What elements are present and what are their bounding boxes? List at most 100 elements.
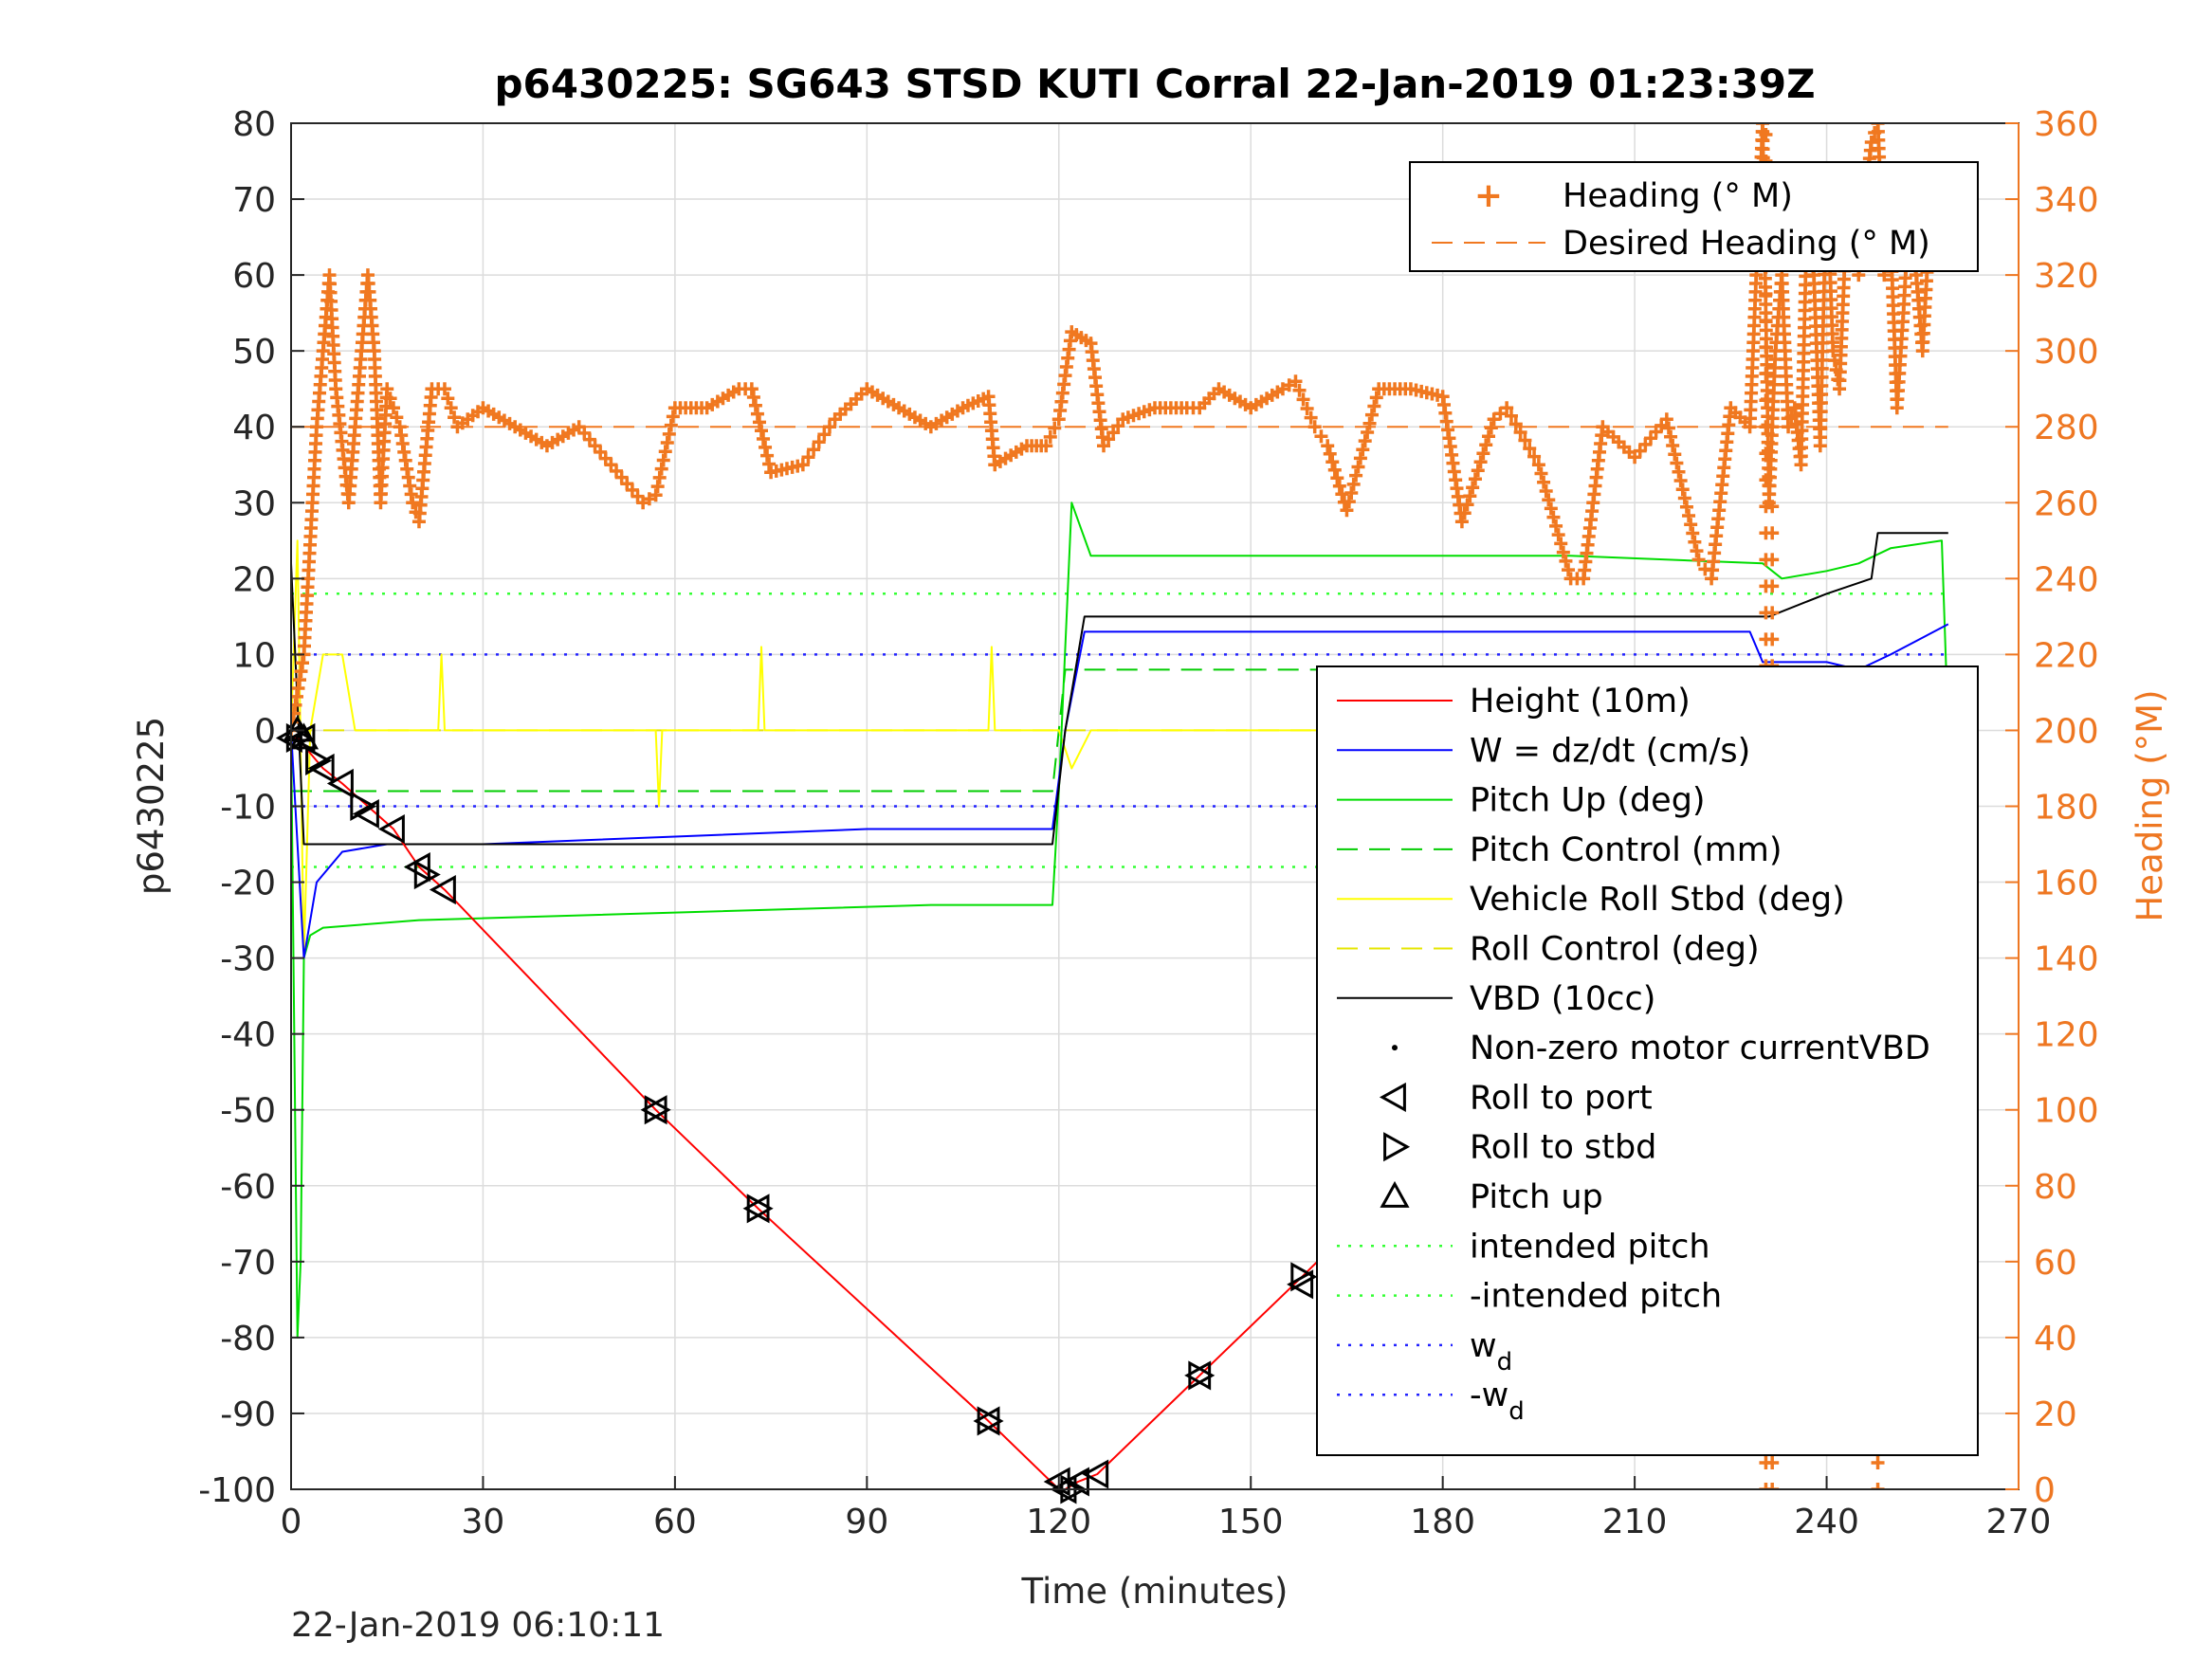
y-left-tick-label: -40 <box>220 1016 276 1055</box>
y-right-tick-label: 160 <box>2034 865 2099 903</box>
roll-to-port-marker <box>1287 1269 1314 1300</box>
roll-to-port-marker <box>377 813 405 845</box>
heading-point <box>1504 409 1518 423</box>
heading-point <box>1342 495 1356 509</box>
roll-to-stbd-marker <box>746 1194 774 1224</box>
heading-point <box>1321 439 1335 453</box>
series-pitch-up-deg <box>291 501 1949 1339</box>
y-right-tick-label: 360 <box>2034 105 2099 144</box>
heading-point <box>1686 526 1700 540</box>
heading-point <box>1344 485 1359 500</box>
x-tick-label: 120 <box>1026 1503 1091 1541</box>
heading-point <box>1323 447 1337 461</box>
heading-point <box>1364 408 1379 422</box>
heading-point <box>1765 632 1780 647</box>
heading-point <box>760 448 775 463</box>
y-left-tick-label: 30 <box>232 484 276 523</box>
legend-swatch <box>1379 1082 1406 1112</box>
legend-main-box <box>1316 665 1979 1456</box>
heading-point <box>1782 420 1796 434</box>
roll-to-port-marker <box>326 768 354 799</box>
legend-heading-swatch: + <box>1474 176 1503 215</box>
heading-point <box>406 496 420 510</box>
pitch-up-marker <box>288 722 320 750</box>
heading-point <box>1659 412 1673 427</box>
roll-to-stbd-marker <box>413 860 441 890</box>
heading-point <box>1765 1483 1780 1489</box>
heading-point <box>1043 429 1057 444</box>
roll-to-stbd-marker <box>1290 1262 1318 1292</box>
heading-point <box>1531 458 1545 472</box>
roll-to-port-marker <box>352 798 379 830</box>
heading-point <box>1539 483 1553 498</box>
y-right-tick-label: 120 <box>2034 1016 2099 1055</box>
heading-point <box>817 428 832 442</box>
x-tick-label: 240 <box>1794 1503 1859 1541</box>
heading-point <box>666 410 680 424</box>
heading-point <box>752 415 766 429</box>
y-right-tick-label: 140 <box>2034 940 2099 979</box>
legend-heading: + Heading (° M) Desired Heading (° M) <box>1409 161 1979 272</box>
roll-to-port-marker <box>307 753 335 784</box>
roll-to-port-marker <box>429 875 456 905</box>
y-left-tick-label: -90 <box>220 1395 276 1434</box>
heading-point <box>1457 506 1472 520</box>
heading-point <box>1864 136 1878 150</box>
heading-point <box>1356 443 1370 457</box>
heading-point <box>746 391 760 405</box>
y-axis-left-ticks: -100-90-80-70-60-50-40-30-20-10010203040… <box>198 105 304 1510</box>
roll-to-port-marker <box>1082 1459 1109 1489</box>
heading-point <box>1670 456 1684 470</box>
heading-point <box>759 440 773 454</box>
heading-point <box>1673 474 1688 488</box>
heading-point <box>664 418 678 432</box>
y-left-tick-label: 60 <box>232 257 276 296</box>
y-left-tick-label: -20 <box>220 865 276 903</box>
heading-point <box>1871 1483 1885 1489</box>
y-right-tick-label: 80 <box>2034 1168 2077 1207</box>
heading-point <box>1367 399 1381 413</box>
heading-point <box>380 382 394 396</box>
heading-point <box>1765 606 1780 620</box>
y-left-tick-label: -100 <box>198 1471 276 1510</box>
heading-point <box>1759 314 1773 328</box>
heading-point <box>1677 491 1691 505</box>
heading-point <box>1463 489 1477 503</box>
heading-point <box>437 382 451 396</box>
heading-point <box>1358 434 1372 448</box>
heading-point <box>1097 439 1111 453</box>
heading-point <box>1513 425 1527 439</box>
heading-point <box>1482 429 1496 444</box>
heading-point <box>1523 442 1537 456</box>
heading-point <box>757 432 771 447</box>
y-right-tick-label: 340 <box>2034 181 2099 220</box>
legend-main-label: VBD (10cc) <box>1470 980 1655 1018</box>
legend-main-label: Vehicle Roll Stbd (deg) <box>1470 881 1845 919</box>
heading-point <box>1361 425 1375 439</box>
legend-main-label: Height (10m) <box>1470 683 1691 720</box>
heading-point <box>1668 447 1682 462</box>
y-left-tick-label: -10 <box>220 789 276 828</box>
roll-to-stbd-marker <box>644 1095 671 1125</box>
heading-point <box>1688 535 1702 549</box>
heading-point <box>1330 471 1344 485</box>
heading-point <box>1518 433 1532 447</box>
heading-point <box>1111 419 1125 433</box>
heading-point <box>1765 553 1780 567</box>
roll-to-stbd-marker <box>305 745 333 776</box>
x-tick-label: 30 <box>462 1503 505 1541</box>
y-right-tick-label: 240 <box>2034 560 2099 599</box>
y-right-tick-label: 320 <box>2034 257 2099 296</box>
heading-point <box>822 420 836 434</box>
heading-point <box>1304 410 1318 425</box>
y-right-tick-label: 40 <box>2034 1320 2077 1358</box>
heading-point <box>658 445 672 459</box>
heading-point <box>386 401 400 415</box>
heading-point <box>1690 544 1704 558</box>
heading-point <box>1551 528 1565 542</box>
heading-point <box>744 382 759 396</box>
y-right-tick-label: 100 <box>2034 1092 2099 1131</box>
y-axis-right-label: Heading (°M) <box>2130 689 2170 921</box>
y-left-tick-label: -70 <box>220 1244 276 1283</box>
